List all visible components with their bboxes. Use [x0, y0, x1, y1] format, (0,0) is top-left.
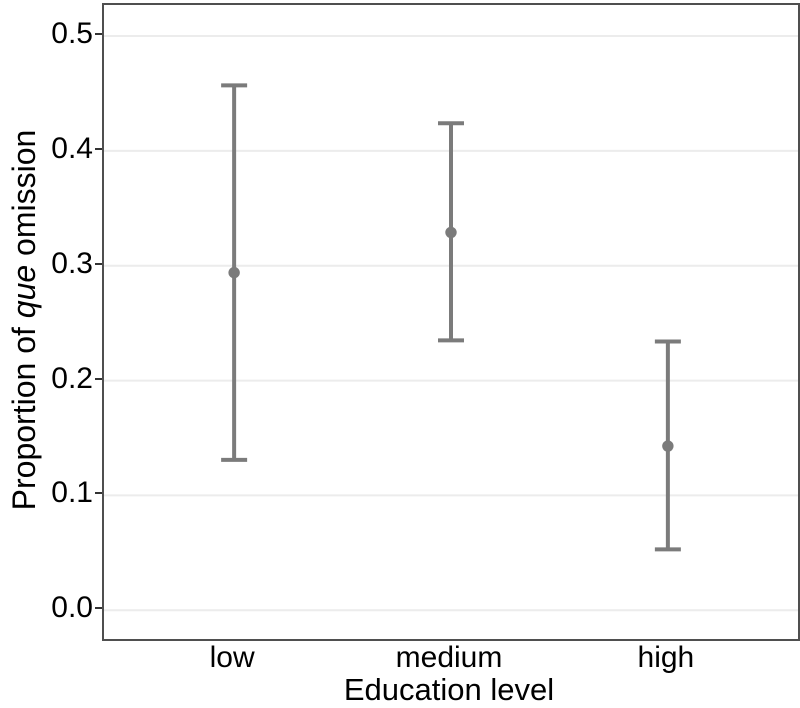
y-axis-title: Proportion of que omission: [6, 130, 42, 511]
x-category-label: medium: [395, 641, 503, 674]
y-tick-mark: [95, 147, 102, 150]
plot-panel: [102, 3, 800, 641]
plot-area: [104, 35, 798, 612]
y-tick-label: 0.2: [51, 361, 93, 395]
y-tick-label: 0.5: [51, 17, 93, 50]
y-tick-label: 0.1: [51, 476, 93, 510]
y-tick-mark: [95, 377, 102, 380]
x-axis-title: Education level: [343, 672, 555, 707]
y-tick-label: 0.3: [51, 246, 93, 280]
y-tick-mark: [95, 33, 102, 35]
data-point: [228, 266, 240, 279]
x-category-label: low: [209, 641, 255, 674]
x-category-label: high: [637, 641, 695, 674]
y-tick-mark: [95, 492, 102, 495]
y-tick-label: 0.0: [51, 591, 93, 625]
y-tick-mark: [95, 607, 102, 610]
y-tick-label: 0.4: [51, 131, 93, 165]
data-point: [445, 226, 457, 239]
data-point: [662, 440, 674, 452]
y-tick-mark: [95, 262, 102, 265]
